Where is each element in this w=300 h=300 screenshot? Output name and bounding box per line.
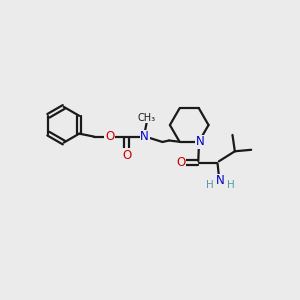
- Text: H: H: [226, 180, 234, 190]
- Text: H: H: [206, 180, 214, 190]
- Text: O: O: [176, 156, 186, 169]
- Text: O: O: [122, 148, 131, 162]
- Text: N: N: [196, 135, 205, 148]
- Text: CH₃: CH₃: [138, 112, 156, 123]
- Text: N: N: [216, 175, 225, 188]
- Text: N: N: [140, 130, 149, 143]
- Text: O: O: [105, 130, 114, 143]
